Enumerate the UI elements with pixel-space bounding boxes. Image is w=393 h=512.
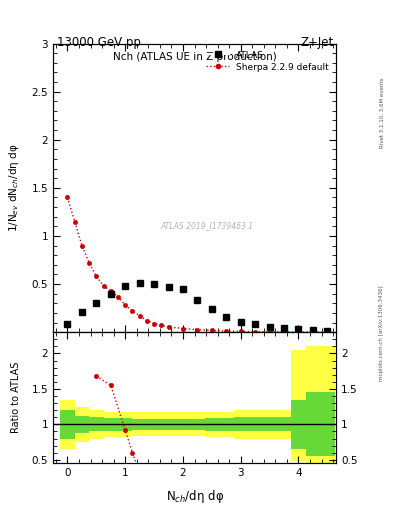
Text: Rivet 3.1.10, 3.6M events: Rivet 3.1.10, 3.6M events [380,77,384,148]
Text: mcplots.cern.ch [arXiv:1306.3436]: mcplots.cern.ch [arXiv:1306.3436] [380,285,384,380]
Y-axis label: 1/N$_{ev}$ dN$_{ch}$/dη dφ: 1/N$_{ev}$ dN$_{ch}$/dη dφ [7,143,20,232]
Legend: ATLAS, Sherpa 2.2.9 default: ATLAS, Sherpa 2.2.9 default [204,48,332,74]
Y-axis label: Ratio to ATLAS: Ratio to ATLAS [11,362,20,434]
Text: ATLAS 2019_I1739463.1: ATLAS 2019_I1739463.1 [161,221,254,230]
X-axis label: N$_{ch}$/dη dφ: N$_{ch}$/dη dφ [165,488,224,505]
Text: Nch (ATLAS UE in Z production): Nch (ATLAS UE in Z production) [113,52,276,62]
Text: Z+Jet: Z+Jet [300,36,333,49]
Text: 13000 GeV pp: 13000 GeV pp [57,36,141,49]
